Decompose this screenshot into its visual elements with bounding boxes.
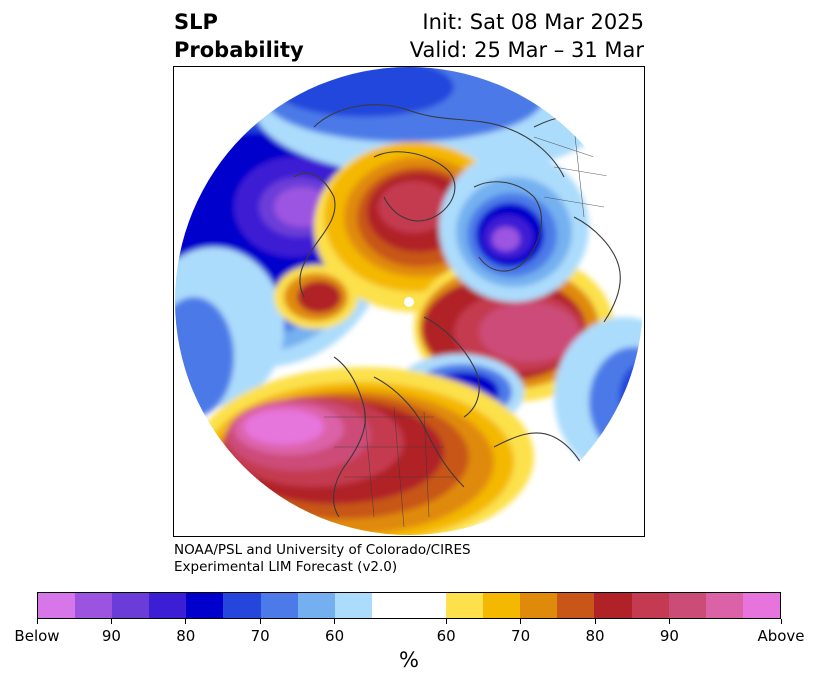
- colorbar-segment: [297, 593, 335, 618]
- colorbar-segment: [668, 593, 706, 618]
- map-svg: [175, 67, 643, 535]
- title-line-2: Probability: [174, 38, 304, 62]
- colorbar-tick-label: 80: [585, 627, 605, 645]
- colorbar-tick-label: 60: [436, 627, 456, 645]
- polar-map: [173, 66, 645, 537]
- colorbar-tick-mark: [445, 619, 447, 624]
- colorbar-segment: [557, 593, 595, 618]
- colorbar: [37, 592, 781, 619]
- colorbar-segment: [186, 593, 224, 618]
- colorbar-tick-mark: [780, 619, 782, 624]
- colorbar-segment: [446, 593, 484, 618]
- borders: [324, 126, 615, 528]
- probability-field: [175, 67, 643, 535]
- credit-text: NOAA/PSL and University of Colorado/CIRE…: [174, 542, 471, 576]
- forecast-dates: Init: Sat 08 Mar 2025 Valid: 25 Mar – 31…: [410, 8, 644, 64]
- credit-line-2: Experimental LIM Forecast (v2.0): [174, 559, 398, 575]
- colorbar-segment: [75, 593, 113, 618]
- colorbar-tick-label: 60: [325, 627, 345, 645]
- colorbar-tick-mark: [334, 619, 336, 624]
- colorbar-segment: [223, 593, 261, 618]
- credit-line-1: NOAA/PSL and University of Colorado/CIRE…: [174, 542, 471, 558]
- colorbar-tick-mark: [110, 619, 112, 624]
- colorbar-segment: [742, 593, 780, 618]
- colorbar-tick-mark: [594, 619, 596, 624]
- colorbar-tick-label: 70: [250, 627, 270, 645]
- colorbar-segment: [260, 593, 298, 618]
- colorbar-tick-label: 90: [659, 627, 679, 645]
- chart-title: SLP Probability: [174, 8, 304, 64]
- colorbar-tick-label: 90: [101, 627, 121, 645]
- init-date: Init: Sat 08 Mar 2025: [422, 10, 644, 34]
- title-line-1: SLP: [174, 10, 218, 34]
- colorbar-segment: [112, 593, 150, 618]
- colorbar-unit: %: [399, 648, 419, 672]
- colorbar-tick-mark: [259, 619, 261, 624]
- coastlines: [293, 104, 630, 518]
- colorbar-tick-mark: [185, 619, 187, 624]
- colorbar-segment: [371, 593, 447, 618]
- colorbar-segment: [520, 593, 558, 618]
- colorbar-tick-label: 80: [176, 627, 196, 645]
- colorbar-tick-label: 70: [511, 627, 531, 645]
- colorbar-segment: [38, 593, 76, 618]
- colorbar-segment: [334, 593, 372, 618]
- valid-date: Valid: 25 Mar – 31 Mar: [409, 38, 644, 62]
- colorbar-tick-mark: [36, 619, 38, 624]
- colorbar-segment: [594, 593, 632, 618]
- colorbar-segment: [483, 593, 521, 618]
- colorbar-segment: [705, 593, 743, 618]
- colorbar-tick-label: Above: [757, 627, 805, 645]
- colorbar-segment: [631, 593, 669, 618]
- colorbar-segment: [149, 593, 187, 618]
- colorbar-tick-mark: [520, 619, 522, 624]
- colorbar-tick-mark: [668, 619, 670, 624]
- colorbar-tick-label: Below: [14, 627, 60, 645]
